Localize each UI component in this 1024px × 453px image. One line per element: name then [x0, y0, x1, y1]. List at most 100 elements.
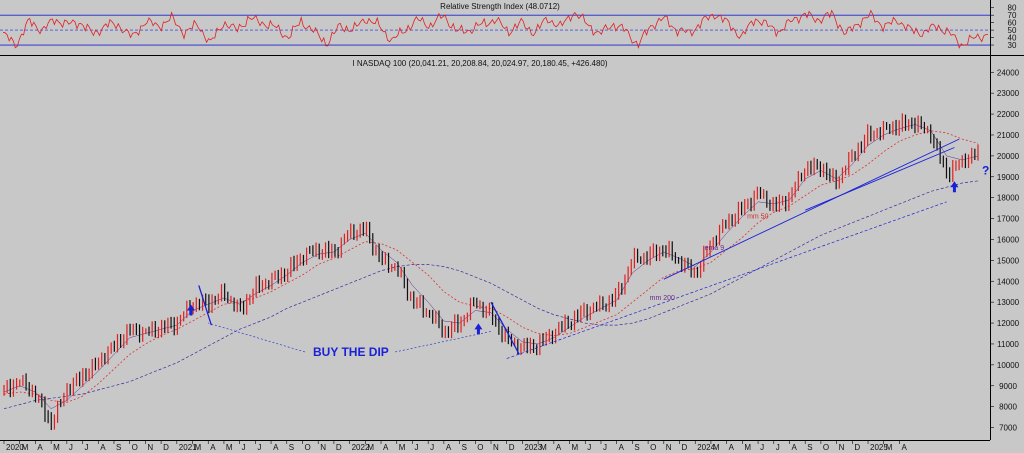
rsi-tick-label: 60 [1008, 19, 1017, 28]
x-tick-label: J [242, 443, 246, 452]
chart-annotations: BUY THE DIP ema 9 mm 50 mm 200? [313, 164, 989, 359]
rsi-panel [0, 0, 990, 55]
trendline-lower [805, 147, 955, 211]
x-tick-label: A [37, 443, 43, 452]
buy-dip-connector [394, 331, 492, 353]
x-tick-label: M [713, 443, 720, 452]
mm200-line [3, 180, 979, 410]
x-tick-label: A [273, 443, 279, 452]
buy-arrow-icon [186, 304, 195, 316]
x-tick-label: J [430, 443, 434, 452]
price-tick-label: 18000 [997, 194, 1020, 203]
price-tick-label: 24000 [997, 68, 1020, 77]
x-tick-label: N [320, 443, 326, 452]
x-tick-label: N [493, 443, 499, 452]
rsi-tick-label: 30 [1008, 41, 1017, 50]
rsi-tick-label: 40 [1008, 34, 1017, 43]
price-tick-label: 13000 [997, 298, 1020, 307]
price-tick-label: 14000 [997, 277, 1020, 286]
x-tick-label: 2025 [870, 443, 888, 452]
x-tick-label: 2022 [352, 443, 370, 452]
price-tick-label: 16000 [997, 235, 1020, 244]
x-tick-label: A [383, 443, 389, 452]
ma-label: ema 9 [705, 245, 725, 252]
x-tick-label: A [210, 443, 216, 452]
x-tick-label: J [414, 443, 418, 452]
buy-dip-connector [208, 322, 306, 353]
x-tick-label: S [634, 443, 639, 452]
price-tick-label: 7000 [999, 424, 1017, 433]
x-tick-label: D [682, 443, 688, 452]
price-tick-label: 21000 [997, 131, 1020, 140]
x-tick-label: J [587, 443, 591, 452]
x-tick-label: M [744, 443, 751, 452]
x-tick-label: D [163, 443, 169, 452]
x-tick-label: M [572, 443, 579, 452]
price-tick-label: 12000 [997, 319, 1020, 328]
x-tick-label: D [509, 443, 515, 452]
x-tick-label: J [760, 443, 764, 452]
x-tick-label: A [729, 443, 735, 452]
ma-label: mm 200 [650, 295, 675, 302]
rsi-line [2, 9, 989, 50]
x-tick-label: M [886, 443, 893, 452]
x-tick-label: S [462, 443, 467, 452]
x-tick-label: A [791, 443, 797, 452]
trendline-upper [663, 138, 960, 280]
rsi-tick-label: 70 [1008, 11, 1017, 20]
dip-line-2 [490, 301, 520, 355]
price-tick-label: 22000 [997, 110, 1020, 119]
x-tick-label: D [336, 443, 342, 452]
ema9-line [3, 124, 979, 410]
x-tick-label: A [556, 443, 562, 452]
buy-arrow-icon [950, 181, 959, 193]
x-tick-label: M [399, 443, 406, 452]
rsi-title: Relative Strength Index (48.0712) [440, 2, 560, 11]
price-tick-label: 9000 [999, 382, 1017, 391]
price-tick-label: 10000 [997, 361, 1020, 370]
question-mark-label: ? [982, 164, 989, 178]
buy-the-dip-label: BUY THE DIP [313, 345, 389, 359]
price-tick-label: 8000 [999, 403, 1017, 412]
price-title: I NASDAQ 100 (20,041.21, 20,208.84, 20,0… [352, 59, 607, 68]
x-tick-label: J [69, 443, 73, 452]
x-tick-label: M [53, 443, 60, 452]
x-tick-label: M [367, 443, 374, 452]
x-tick-label: O [477, 443, 483, 452]
x-tick-label: D [854, 443, 860, 452]
buy-arrow-icon [474, 323, 483, 335]
x-tick-label: O [650, 443, 656, 452]
price-tick-label: 19000 [997, 173, 1020, 182]
price-tick-label: 15000 [997, 256, 1020, 265]
dip-line-1 [198, 285, 212, 326]
rsi-series [2, 9, 989, 50]
x-tick-label: M [540, 443, 547, 452]
x-tick-label: J [85, 443, 89, 452]
long-trendline [506, 201, 947, 359]
x-tick-label: 2024 [697, 443, 715, 452]
rsi-tick-label: 80 [1008, 4, 1017, 13]
x-tick-label: J [776, 443, 780, 452]
x-tick-label: M [195, 443, 202, 452]
price-tick-label: 23000 [997, 89, 1020, 98]
x-tick-label: A [100, 443, 106, 452]
price-tick-label: 17000 [997, 215, 1020, 224]
x-tick-label: A [901, 443, 907, 452]
x-tick-label: S [289, 443, 294, 452]
price-panel [0, 56, 990, 440]
x-tick-label: M [22, 443, 29, 452]
x-tick-label: N [839, 443, 845, 452]
rsi-tick-label: 50 [1008, 26, 1017, 35]
x-tick-label: J [257, 443, 261, 452]
chart-drawings [186, 138, 960, 359]
x-tick-label: N [147, 443, 153, 452]
price-tick-label: 11000 [997, 340, 1019, 349]
price-y-axis: 24000 23000 22000 21000 20000 19000 18000 17000… [990, 68, 1020, 433]
mm50-line [3, 130, 979, 403]
x-tick-label: A [446, 443, 452, 452]
ma-label: mm 50 [747, 214, 769, 221]
x-tick-label: 2020 [6, 443, 24, 452]
